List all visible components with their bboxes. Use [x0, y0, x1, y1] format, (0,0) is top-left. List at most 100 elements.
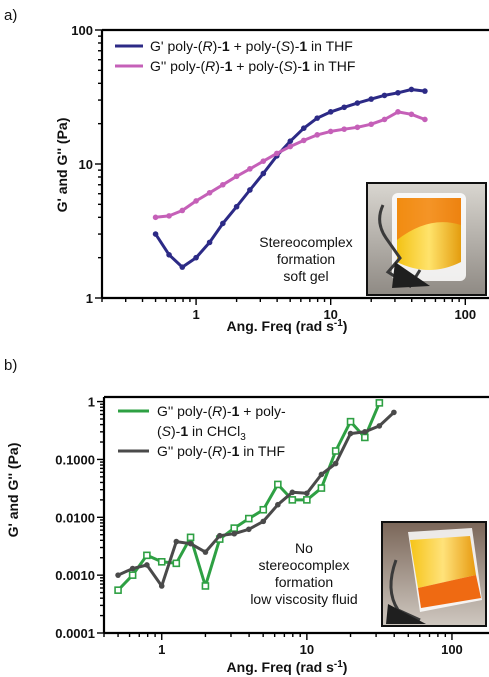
data-point [179, 207, 186, 214]
y-tick-label: 1 [88, 395, 95, 410]
data-point [206, 189, 213, 196]
data-point [395, 89, 401, 96]
x-tick-label: 100 [454, 307, 476, 322]
data-point [287, 143, 294, 150]
data-point [361, 433, 369, 442]
data-point [193, 254, 199, 261]
data-point [354, 100, 361, 106]
x-tick-label: 10 [300, 642, 314, 657]
panel-label-a: a) [4, 7, 17, 24]
data-point [206, 239, 213, 246]
annotation-b-line-0: No [295, 540, 313, 556]
data-point [422, 88, 428, 94]
data-point [317, 484, 326, 492]
data-point [158, 583, 165, 589]
data-point [172, 559, 181, 568]
legend-label-a-0: G' poly-(R)-1 + poly-(S)-1 in THF [150, 38, 353, 54]
chart-panel-a: a) 1 10 100 1 10 100 G' and G'' (Pa) Ang. Fre… [4, 7, 489, 334]
x-tick-label: 1 [192, 307, 199, 322]
chart-panel-b: b) 1 10 100 0.0001 0.0010 0.0100 0.1000 1 G' an… [4, 357, 489, 675]
y-tick-label: 100 [71, 23, 93, 38]
data-point [408, 86, 415, 93]
data-point [260, 158, 267, 164]
data-point [300, 125, 307, 131]
data-point [245, 526, 252, 533]
plot-area-a [152, 86, 428, 270]
y-tick-label: 0.0010 [55, 568, 95, 583]
series-line-1-1 [117, 411, 395, 588]
data-point [303, 496, 311, 504]
annotation-a-line-1: formation [277, 251, 335, 267]
data-point [327, 109, 334, 115]
data-point [304, 490, 310, 497]
x-tick-label: 100 [441, 642, 463, 657]
annotation-b-line-2: formation [275, 574, 333, 590]
data-point [129, 565, 136, 572]
data-point [259, 505, 268, 514]
data-point [368, 121, 375, 128]
data-point [314, 115, 321, 121]
data-point [288, 496, 297, 504]
data-point [327, 128, 334, 135]
data-point [408, 111, 415, 118]
x-tick-label: 10 [323, 307, 337, 322]
data-point [332, 460, 339, 467]
data-point [331, 447, 340, 455]
data-point [166, 252, 172, 258]
data-point [341, 104, 348, 111]
data-point [260, 170, 267, 177]
data-point [201, 582, 210, 590]
annotation-b-line-3: low viscosity fluid [250, 591, 357, 607]
legend-a: G' poly-(R)-1 + poly-(S)-1 in THF G'' po… [115, 38, 355, 74]
data-point [193, 198, 199, 204]
axes-a: 1 10 100 1 10 100 [71, 23, 489, 322]
data-point [368, 96, 375, 102]
data-point [362, 429, 368, 435]
y-tick-label: 0.0100 [55, 510, 95, 525]
x-tick-label: 1 [158, 642, 165, 657]
legend-label-b-0-cont: (S)-1 in CHCl3 [157, 423, 246, 443]
annotation-a: Stereocomplex formation soft gel [259, 234, 352, 284]
data-point [220, 220, 226, 227]
data-point [381, 92, 388, 99]
inset-photo-a [366, 182, 487, 296]
data-point [173, 538, 180, 545]
data-point [395, 109, 401, 115]
data-point [233, 203, 240, 210]
axes-b: 1 10 100 0.0001 0.0010 0.0100 0.1000 1 [55, 395, 489, 657]
data-point [152, 231, 159, 237]
y-tick-label: 0.0001 [55, 626, 95, 641]
x-axis-title-b: Ang. Freq (rad s-1) [227, 659, 348, 675]
data-point [287, 138, 294, 144]
data-point [144, 562, 150, 568]
data-point [275, 501, 281, 508]
data-point [274, 150, 280, 157]
legend-label-a-1: G'' poly-(R)-1 + poly-(S)-1 in THF [150, 58, 355, 74]
annotation-b: No stereocomplex formation low viscosity… [250, 540, 357, 607]
y-tick-label: 10 [79, 157, 93, 172]
data-point [354, 124, 361, 131]
y-axis-title-b: G' and G'' (Pa) [5, 443, 21, 538]
x-axis-title-a: Ang. Freq (rad s-1) [227, 318, 348, 334]
data-point [157, 558, 166, 566]
data-point [244, 514, 253, 523]
data-point [274, 480, 282, 489]
panel-label-b: b) [4, 357, 17, 374]
data-point [152, 214, 159, 221]
data-point [143, 551, 151, 560]
data-point [186, 533, 195, 542]
data-point [341, 126, 348, 132]
data-point [187, 540, 194, 547]
data-point [391, 409, 397, 416]
data-point [318, 471, 325, 478]
data-point [115, 572, 121, 578]
data-point [231, 530, 238, 537]
data-point [375, 399, 384, 407]
y-tick-label: 0.1000 [55, 452, 95, 467]
data-point [347, 430, 354, 437]
data-point [202, 549, 209, 555]
annotation-b-line-1: stereocomplex [258, 557, 349, 573]
data-point [376, 423, 383, 429]
data-point [247, 187, 253, 193]
